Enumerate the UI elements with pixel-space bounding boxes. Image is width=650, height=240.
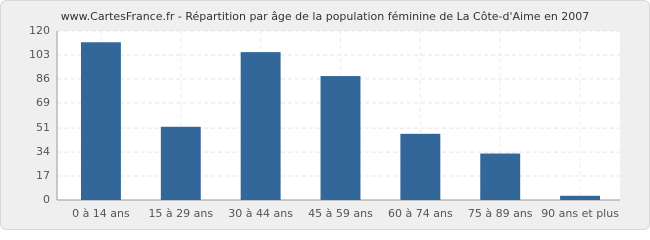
x-tick-label: 60 à 74 ans (388, 207, 453, 220)
x-tick-label: 75 à 89 ans (468, 207, 533, 220)
x-tick-label: 15 à 29 ans (148, 207, 213, 220)
x-tick-label: 45 à 59 ans (308, 207, 373, 220)
y-tick-label: 17 (36, 169, 50, 182)
x-tick-label: 30 à 44 ans (228, 207, 293, 220)
x-tick-label: 90 ans et plus (541, 207, 619, 220)
bar (160, 126, 201, 200)
y-tick-label: 34 (36, 145, 50, 158)
y-tick-label: 120 (29, 24, 50, 37)
chart: www.CartesFrance.fr - Répartition par âg… (0, 0, 650, 230)
bar (480, 153, 521, 200)
x-tick-label: 0 à 14 ans (72, 207, 130, 220)
bar (320, 76, 361, 200)
bar (400, 133, 441, 200)
bar (560, 195, 601, 200)
y-tick-label: 0 (43, 193, 50, 206)
chart-title: www.CartesFrance.fr - Répartition par âg… (61, 10, 590, 23)
bar (80, 42, 121, 201)
y-tick-label: 51 (36, 121, 50, 134)
y-tick-label: 69 (36, 96, 50, 109)
y-tick-label: 86 (36, 72, 50, 85)
y-tick-label: 103 (29, 48, 50, 61)
bar (240, 52, 281, 200)
